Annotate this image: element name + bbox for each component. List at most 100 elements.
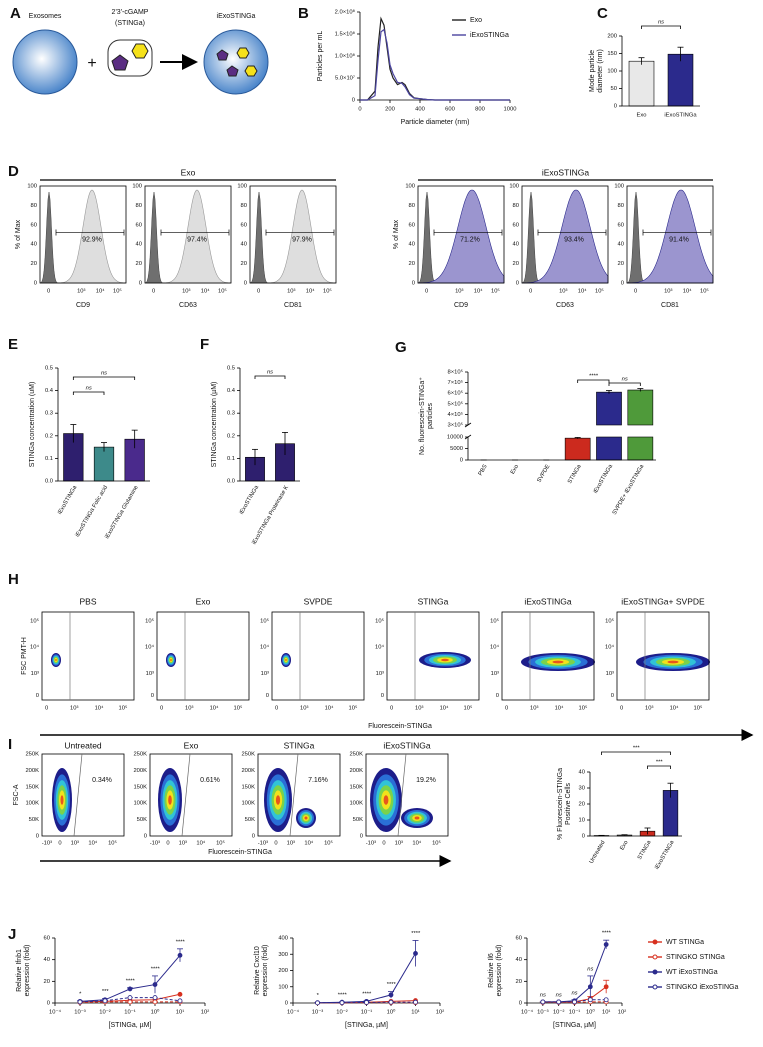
y-tick-label: 40 [513,242,519,248]
legend-marker [653,970,657,974]
y-tick-label: 10⁴ [145,644,154,651]
event-density [552,661,563,664]
data-point [340,1001,344,1005]
x-tick-label: 0 [274,841,277,847]
x-tick-label: 10⁵ [694,705,703,712]
molecule-label: 2'3'-cGAMP [112,9,149,16]
y-tick-label: 100 [237,184,247,190]
y-tick-label: 100K [133,801,147,807]
y-tick-label: 100 [27,184,37,190]
x-tick-label: 10² [618,1010,626,1016]
y-tick-label: 10⁵ [375,617,384,624]
x-tick-label: 10⁻³ [312,1010,324,1016]
x-tick-label: iExoSTINGa [664,113,697,119]
x-tick-label: 10⁴ [325,705,334,712]
data-point [414,1000,418,1004]
y-tick-label: 0.2 [45,433,53,439]
y-tick-label: 60 [516,936,522,942]
x-tick-label: -10³ [150,841,160,847]
x-tick-label: 10⁰ [387,1009,396,1016]
data-point [178,992,182,996]
y-tick-label: 2.0×10⁸ [335,9,356,16]
y-tick-label: 100 [278,984,288,990]
data-point [557,1000,561,1004]
y-tick-label: 0.3 [45,411,53,417]
y-tick-label: 40 [44,957,50,963]
x-tick-label: STINGa [567,463,583,485]
x-tick-label: 200 [385,107,395,113]
y-tick-label: 0 [611,693,614,699]
y-axis-label: STINGa concentration (uM) [29,382,36,468]
x-tick-label: Exo [619,840,629,852]
molecule-part [237,48,249,58]
y-tick-label: 250K [241,752,255,758]
x-tick-label: iExoSTINGa [57,484,79,516]
data-point [103,999,107,1003]
y-tick-label: 7×10⁵ [448,379,464,386]
x-tick-label: PBS [478,464,489,477]
y-tick-label: 10⁵ [30,617,39,624]
y-tick-label: 80 [241,203,247,209]
x-tick-label: iExoSTINGa Glutamine [104,485,139,540]
gate-percent: 71.2% [460,236,480,243]
data-point [389,1000,393,1004]
x-tick-label: 10⁵ [349,705,358,712]
y-tick-label: 0 [244,281,247,287]
x-tick-label: iExoSTINGa [654,839,676,871]
y-axis-label: Relative Ifnb1 [16,949,23,992]
x-tick-label: 10⁵ [113,288,122,295]
x-tick-label: 10³ [182,289,190,295]
legend-label: WT iExoSTINGa [666,969,718,976]
significance-label: *** [633,746,641,752]
data-point [588,985,592,989]
plot-title: iExoSTINGa [524,596,572,606]
bar [565,438,590,460]
x-tick-label: 0 [58,841,61,847]
y-tick-label: 0 [516,281,519,287]
y-tick-label: 10⁵ [145,617,154,624]
marker-label: CD63 [179,302,197,309]
data-point [128,996,132,1000]
legend-marker [653,955,657,959]
significance-label: **** [362,991,372,997]
x-tick-label: -10³ [366,841,376,847]
x-tick-label: 10⁴ [306,288,315,295]
y-tick-label: 1.5×10⁸ [335,31,356,38]
event-density [61,795,64,805]
y-tick-label: 10³ [261,671,269,677]
significance-label: **** [602,931,612,937]
x-tick-label: 0 [620,706,623,712]
y-tick-label: 30 [579,786,585,792]
x-tick-label: 10⁰ [151,1009,160,1016]
y-tick-label: 150K [349,784,363,790]
y-tick-label: 5000 [450,446,463,452]
x-axis-label: [STINGa, µM] [345,1022,388,1029]
x-tick-label: SVPDE [536,464,551,484]
gate-percent: 93.4% [564,236,584,243]
y-tick-label: 150 [607,51,617,57]
y-tick-label: 50K [137,817,147,823]
y-tick-label: 0.4 [227,388,236,394]
y-tick-label: 0 [496,693,499,699]
y-tick-label: 10⁵ [605,617,614,624]
x-tick-label: 10⁻¹ [124,1010,136,1016]
y-tick-label: 0 [139,281,142,287]
event-density [415,817,420,820]
y-tick-label: 80 [618,203,624,209]
x-tick-label: 10⁴ [683,288,692,295]
y-tick-label: 0 [360,834,363,840]
y-tick-label: 60 [241,222,247,228]
x-tick-label: 10⁻³ [74,1010,86,1016]
x-tick-label: 0 [390,706,393,712]
x-tick-label: 10⁻³ [537,1010,549,1016]
x-tick-label: 10³ [300,706,308,712]
plot-title: STINGa [418,596,449,606]
significance-label: ns [86,386,92,392]
y-axis-label: expression (fold) [262,945,269,997]
plot-title: Exo [196,596,211,606]
y-tick-label: 8×10⁵ [448,369,464,376]
bar [629,61,654,106]
y-tick-label: 80 [513,203,519,209]
y-tick-label: 40 [31,242,37,248]
significance-bracket [73,392,104,395]
